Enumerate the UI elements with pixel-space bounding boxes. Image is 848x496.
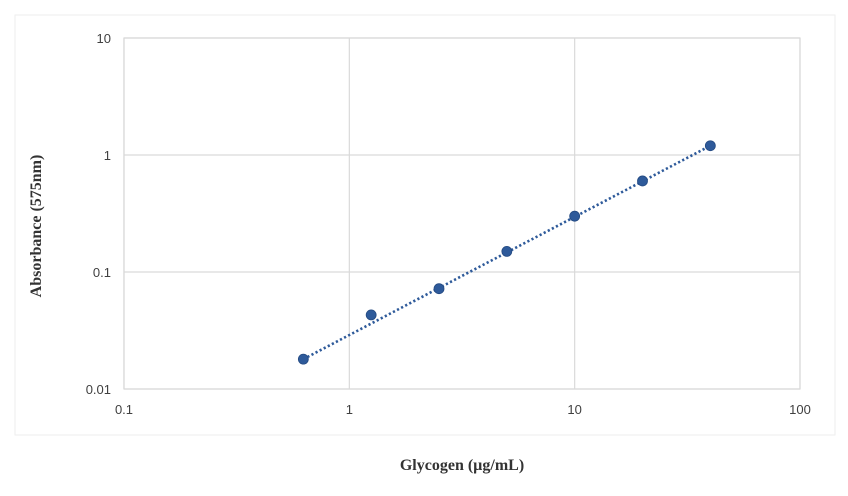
y-axis-title: Absorbance (575nm) (28, 155, 45, 298)
y-tick-label: 0.1 (93, 265, 111, 280)
data-point (704, 140, 716, 152)
data-point (297, 353, 309, 365)
plot-area (123, 37, 801, 390)
x-tick-label: 1 (346, 402, 353, 417)
plot-frame (123, 37, 801, 390)
y-tick-label: 10 (97, 31, 111, 46)
x-tick-label: 0.1 (115, 402, 133, 417)
data-point (365, 309, 377, 321)
y-tick-labels: 0.01 0.1 1 10 (86, 31, 111, 397)
x-axis-title: Glycogen (µg/mL) (400, 457, 524, 474)
x-tick-label: 10 (567, 402, 581, 417)
y-tick-label: 0.01 (86, 382, 111, 397)
grid-lines (123, 37, 801, 390)
data-points (297, 140, 716, 365)
data-point (433, 283, 445, 295)
y-tick-label: 1 (104, 148, 111, 163)
x-tick-label: 100 (789, 402, 811, 417)
x-tick-labels: 0.1 1 10 100 (115, 402, 811, 417)
data-point (569, 210, 581, 222)
data-point (637, 175, 648, 187)
data-point (501, 245, 513, 257)
